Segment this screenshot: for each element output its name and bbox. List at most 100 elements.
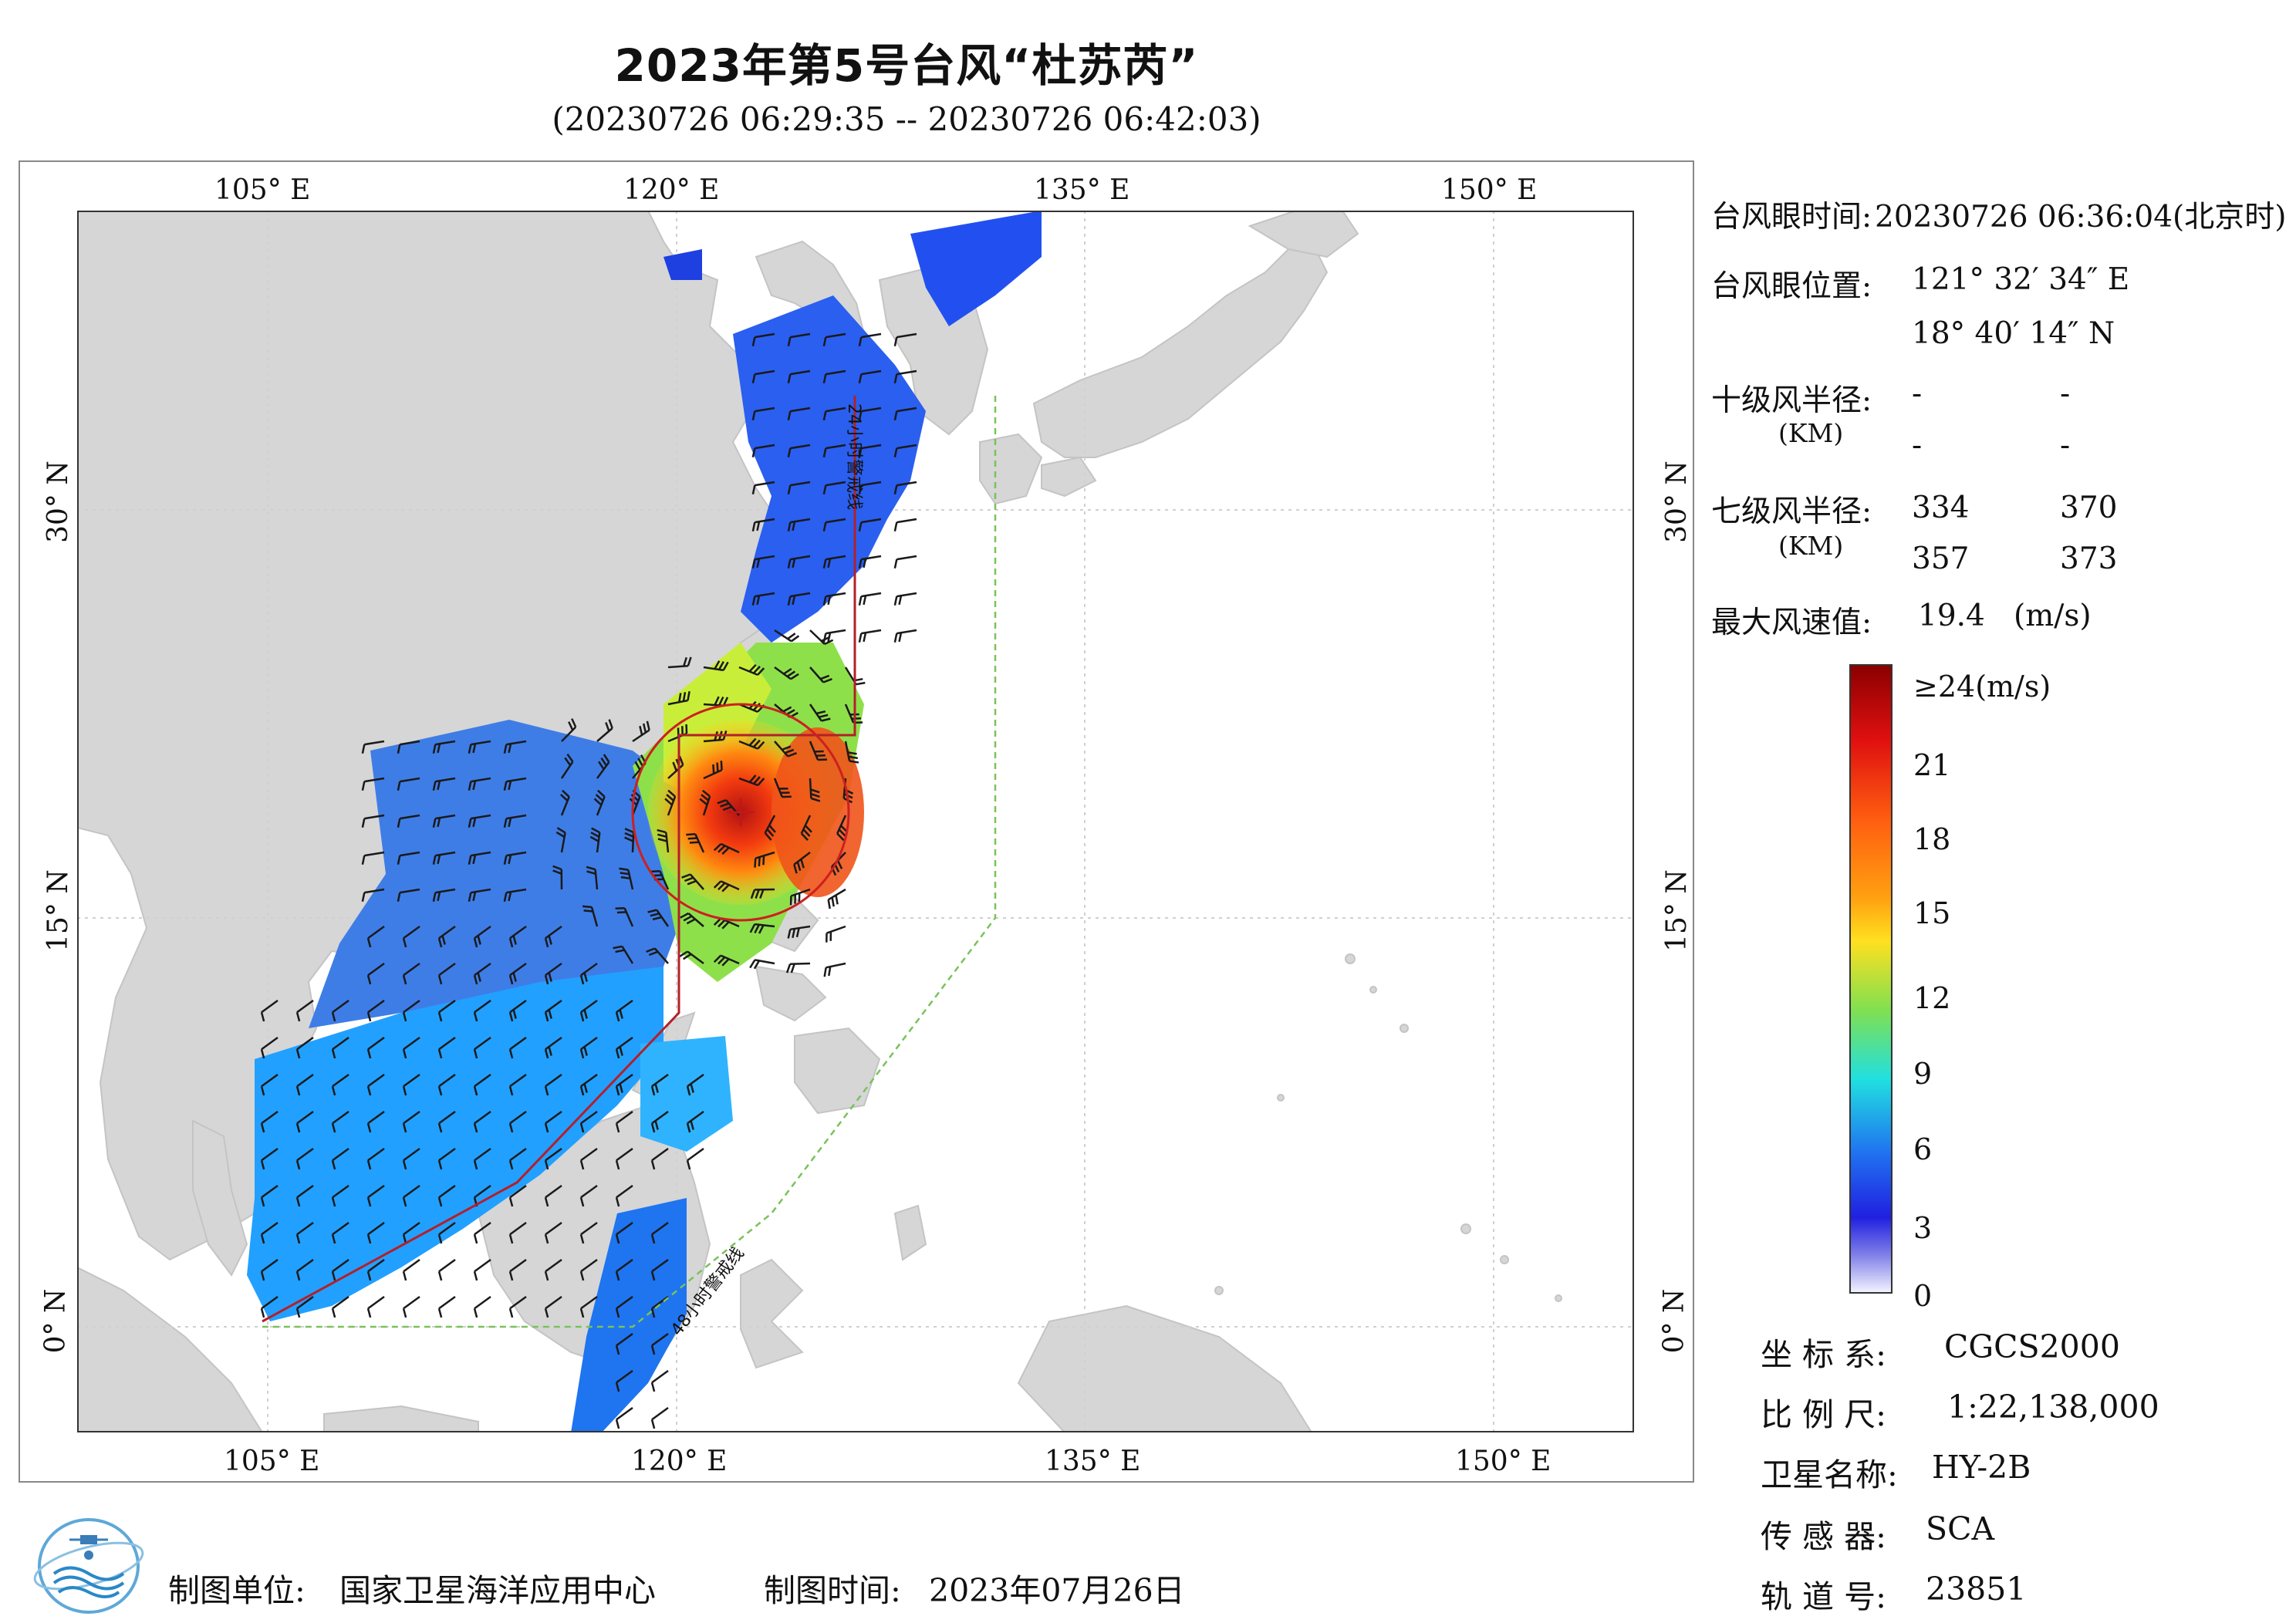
wind-barb-feather [508,743,512,754]
wind-barb [435,814,456,820]
crs-value: CGCS2000 [1944,1328,2120,1365]
wind-barb [616,1258,633,1273]
wind-barb [826,962,846,969]
wind-barb [364,888,385,894]
wind-barb [826,592,846,598]
land-java [323,1405,479,1432]
wind-barb [545,1221,562,1236]
wind-barb [667,699,688,706]
wind-barb-feather [432,781,437,791]
wind-barb [367,1147,385,1162]
wind-barb [403,1295,420,1310]
wind-barb-feather [654,1083,659,1093]
wind-barb-feather [650,1122,656,1133]
wind-barb-feather [654,1120,659,1130]
wind-barb-feather [686,1122,691,1133]
wind-barb [738,777,758,787]
wind-barb-feather [863,632,867,643]
wind-barb [790,888,811,897]
wind-barb-feather [437,743,441,754]
wind-barb [471,814,491,820]
wind-barb [594,869,599,890]
wind-barb-feather [402,1270,407,1281]
wind-barb-feather [720,761,723,771]
wind-barb [755,369,775,376]
wind-barb-feather [472,891,477,902]
wind-barb-feather [615,1419,620,1429]
wind-barb-feather [331,1011,336,1022]
wind-barb-feather [508,1196,514,1207]
wind-barb-feather [295,1233,301,1244]
r7-value-ne: 334 [1912,491,1970,525]
wind-barb-feather [295,1159,301,1170]
wind-barb-feather [811,797,821,802]
wind-barb [616,1295,633,1310]
wind-barb [826,407,846,413]
wind-barb [809,741,819,761]
wind-barb-feather [787,521,792,532]
wind-barb [403,1147,420,1162]
wind-barb-feather [437,1308,443,1318]
land-visayas [755,965,827,1022]
wind-barb [702,795,711,816]
wind-barb [616,1221,633,1236]
wind-barb [506,888,527,894]
wind-barb-feather [630,794,640,802]
wind-barb [296,1221,314,1236]
wind-barb-feather [838,828,846,837]
wind-barb [790,925,811,931]
wind-barb-feather [468,818,472,828]
land-japan-hokkaido [1248,211,1359,258]
wind-barb-feather [544,1196,549,1207]
wind-barb-feather [579,1270,585,1281]
wind-barb-feather [722,661,729,671]
wind-barb [687,1073,704,1088]
eye-latitude: 18° 40′ 14″ N [1912,316,2115,351]
wind-barb [474,1036,491,1051]
wind-barb-feather [397,744,401,754]
wind-barb-feather [508,1270,514,1281]
wind-barb-feather [678,693,682,703]
wind-barb-feather [756,558,761,569]
wind-barb [755,332,775,339]
wind-barb-feather [893,484,898,495]
wind-barb-feather [361,892,366,903]
wind-barb [509,1295,527,1310]
lat-tick-left-0: 0° N [39,1288,72,1354]
wind-barb-feather [822,447,827,458]
wind-barb-feather [650,1233,656,1244]
wind-barb [474,1147,491,1162]
wind-barb-feather [753,776,761,785]
wind-barb [580,1147,598,1162]
wind-barb-feather [717,799,727,805]
wind-barb [596,832,601,853]
wind-barb [545,1258,562,1273]
wind-barb [651,1406,669,1421]
wind-barb [474,1295,491,1310]
lat-tick-right-30: 30° N [1660,461,1693,543]
wind-barb-feather [796,861,802,872]
wind-barb-feather [295,1308,301,1318]
wind-barb [403,925,420,940]
wind-barb-feather [361,818,366,828]
wind-barb [651,1258,669,1273]
wind-barb [616,1184,633,1199]
land-japan-honshu [1032,240,1329,458]
wind-barb-feather [721,921,730,930]
wind-barb-feather [666,794,674,801]
wind-barb [438,1073,456,1088]
wind-barb [509,962,527,977]
wind-barb-feather [605,722,610,732]
wind-barb [826,925,846,934]
wind-barb-feather [508,1159,514,1170]
wind-field-map[interactable]: 24小时警戒线 48小时警戒线 [77,211,1634,1432]
wind-barb-feather [751,596,756,606]
wind-barb-feather [473,937,478,948]
warning-24h-label: 24小时警戒线 [844,403,863,510]
wind-barb-feather [822,521,827,532]
wind-barb [332,1184,349,1199]
wind-barb [474,999,491,1014]
orbit-label: 轨 道 号: [1761,1578,1886,1615]
satellite-label: 卫星名称: [1761,1456,1898,1493]
wind-barb [438,1258,456,1273]
